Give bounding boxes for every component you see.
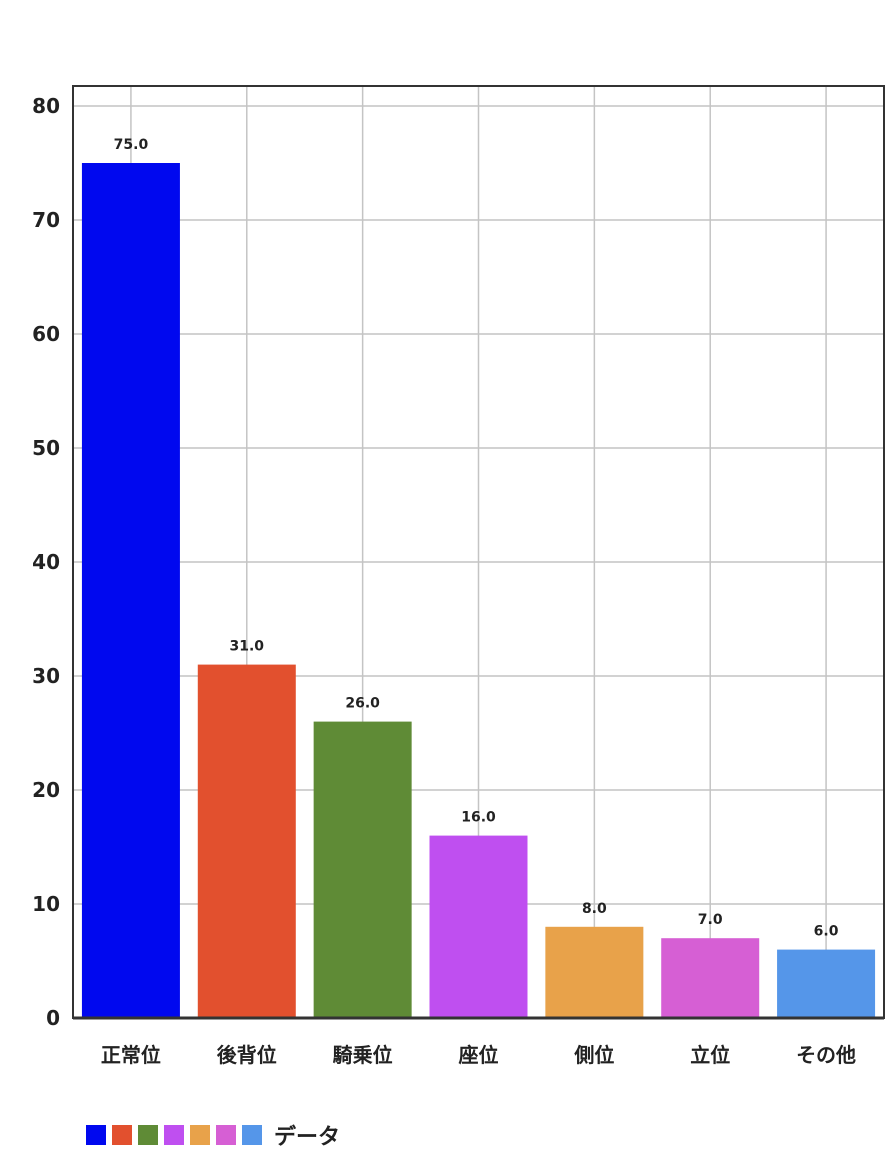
legend-swatch: [190, 1125, 210, 1145]
legend-label: データ: [274, 1124, 340, 1150]
y-tick-label: 50: [32, 436, 60, 460]
x-tick-label: その他: [796, 1043, 856, 1067]
legend-swatch: [86, 1125, 106, 1145]
data-label: 16.0: [461, 810, 496, 826]
data-label: 75.0: [114, 137, 149, 153]
x-tick-label: 騎乗位: [333, 1043, 393, 1067]
y-tick-label: 60: [32, 322, 60, 346]
y-tick-label: 0: [46, 1006, 60, 1030]
legend-swatch: [216, 1125, 236, 1145]
x-tick-label: 立位: [690, 1043, 730, 1067]
bar: [313, 721, 412, 1018]
plot-frame: [72, 85, 885, 1020]
y-tick-label: 80: [32, 94, 60, 118]
legend: データ: [86, 1124, 340, 1150]
bar: [197, 664, 296, 1018]
grid-layer: [73, 86, 884, 1018]
bars-layer: [81, 163, 876, 1018]
y-tick-label: 70: [32, 208, 60, 232]
y-tick-label: 20: [32, 778, 60, 802]
legend-swatch: [138, 1125, 158, 1145]
labels-layer: 0 10 20 30 40 50 60 70 80 75.0 正常位 31.0 後背位 26.0 騎乗位 16…: [32, 94, 856, 1067]
bar: [777, 949, 876, 1018]
x-tick-label: 後背位: [217, 1043, 277, 1067]
data-label: 7.0: [698, 912, 723, 928]
bar: [545, 926, 644, 1018]
x-tick-label: 側位: [573, 1043, 614, 1067]
y-tick-label: 40: [32, 550, 60, 574]
x-tick-label: 座位: [459, 1043, 499, 1067]
data-label: 8.0: [582, 901, 607, 917]
bar: [429, 835, 528, 1018]
data-label: 6.0: [814, 924, 839, 940]
bar: [661, 938, 760, 1018]
data-label: 26.0: [345, 696, 380, 712]
data-label: 31.0: [230, 639, 265, 655]
x-tick-label: 正常位: [101, 1043, 161, 1067]
legend-swatch: [242, 1125, 262, 1145]
bar: [81, 163, 180, 1018]
y-tick-label: 10: [32, 892, 60, 916]
legend-swatch: [164, 1125, 184, 1145]
y-tick-label: 30: [32, 664, 60, 688]
legend-swatch: [112, 1125, 132, 1145]
